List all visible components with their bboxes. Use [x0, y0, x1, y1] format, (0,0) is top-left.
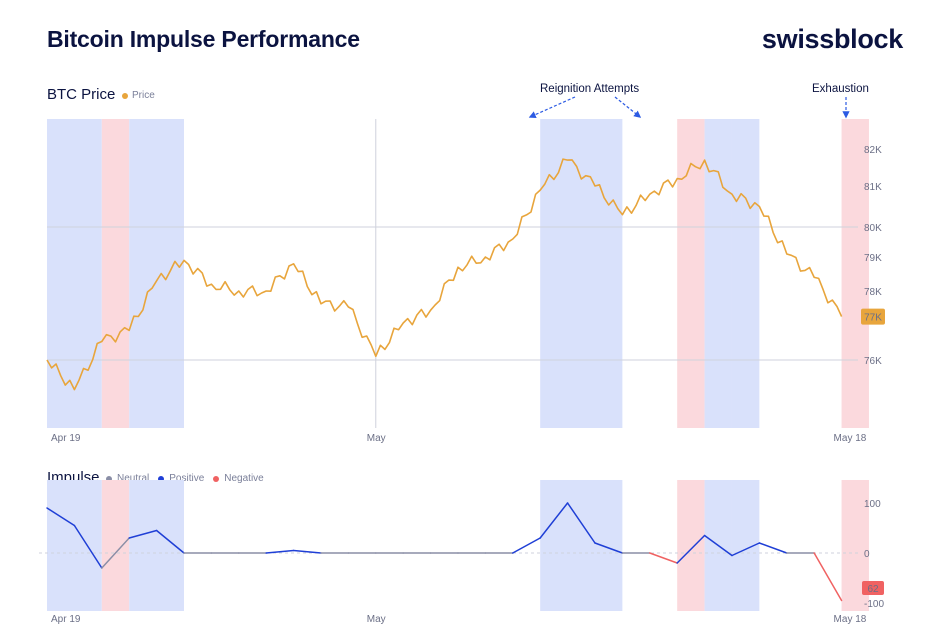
impulse-segment: [758, 542, 788, 554]
impulse-x-tick-label: Apr 19: [51, 614, 81, 625]
positive-legend-label: Positive: [169, 473, 205, 484]
reignition-arrow-right: [614, 96, 642, 118]
price-band-positive: [731, 119, 760, 428]
impulse-segment: [155, 529, 185, 554]
impulse-segment: [676, 534, 706, 564]
positive-legend-swatch: [158, 475, 165, 482]
reignition-arrow-left: [528, 96, 576, 118]
price-panel-label: BTC Price: [47, 86, 116, 103]
price-band-positive: [129, 119, 184, 428]
price-y-tick-label: 76K: [864, 356, 882, 367]
impulse-segment: [73, 524, 103, 569]
impulse-band-positive: [47, 480, 102, 611]
price-line: [46, 158, 843, 391]
price-current-badge: [861, 308, 885, 325]
price-highlight-bands: [47, 119, 869, 428]
price-x-tick-label: Apr 19: [51, 433, 81, 444]
price-y-tick-label: 82K: [864, 145, 882, 156]
impulse-current-label: 62: [867, 584, 879, 595]
price-legend-label: Price: [132, 90, 155, 101]
impulse-segment: [649, 552, 678, 564]
impulse-segment: [128, 529, 158, 539]
impulse-segment: [594, 542, 624, 554]
impulse-current-badge: [862, 581, 884, 595]
impulse-segment: [813, 552, 843, 602]
price-legend: Price: [122, 90, 155, 101]
impulse-segment: [731, 542, 761, 557]
chart-title: Bitcoin Impulse Performance: [47, 26, 360, 52]
impulse-y-tick-label: 0: [864, 549, 870, 560]
price-band-positive: [704, 119, 732, 428]
neutral-legend-swatch: [106, 475, 112, 482]
impulse-x-tick-label: May 18: [834, 614, 867, 625]
axis-ticks: Apr 19 May May 18 Apr 19 May May 18 82K 81K 80K 7…: [51, 145, 885, 625]
exhaustion-annotation: Exhaustion: [812, 83, 869, 95]
neutral-legend-label: Neutral: [117, 473, 150, 484]
impulse-segment: [46, 507, 76, 527]
impulse-segment: [703, 534, 733, 557]
price-band-negative: [101, 119, 130, 428]
impulse-band-negative: [101, 480, 130, 611]
price-y-tick-label: 81K: [864, 182, 882, 193]
impulse-segment: [512, 537, 541, 554]
price-band-positive: [47, 119, 102, 428]
negative-legend-label: Negative: [224, 473, 264, 484]
price-y-tick-label: 79K: [864, 253, 882, 264]
impulse-segment: [566, 502, 596, 544]
price-y-tick-label: 80K: [864, 223, 882, 234]
impulse-band-positive: [540, 480, 623, 611]
price-band-negative: [677, 119, 705, 428]
price-legend-swatch: [122, 92, 128, 99]
price-band-positive: [540, 119, 623, 428]
impulse-x-tick-label: May: [367, 614, 386, 625]
price-x-tick-label: May: [367, 433, 386, 444]
impulse-segment: [292, 549, 322, 554]
impulse-lines: [46, 502, 843, 602]
negative-legend-swatch: [213, 475, 220, 482]
reignition-annotation: Reignition Attempts: [540, 83, 639, 95]
impulse-band-negative: [677, 480, 705, 611]
price-band-negative: [841, 119, 869, 428]
price-x-tick-label: May 18: [834, 433, 867, 444]
impulse-segment: [539, 502, 569, 539]
price-current-label: 77K: [864, 313, 882, 324]
impulse-y-tick-label: 100: [864, 499, 881, 510]
impulse-y-tick-label: -100: [864, 599, 884, 610]
impulse-segment: [265, 549, 295, 554]
impulse-highlight-bands: [47, 480, 869, 611]
impulse-segment: [101, 537, 130, 569]
price-y-tick-label: 78K: [864, 287, 882, 298]
annotations: Reignition Attempts Exhaustion: [528, 83, 869, 119]
impulse-legend: Neutral Positive Negative: [106, 473, 264, 484]
brand-logo: swissblock: [761, 24, 903, 54]
